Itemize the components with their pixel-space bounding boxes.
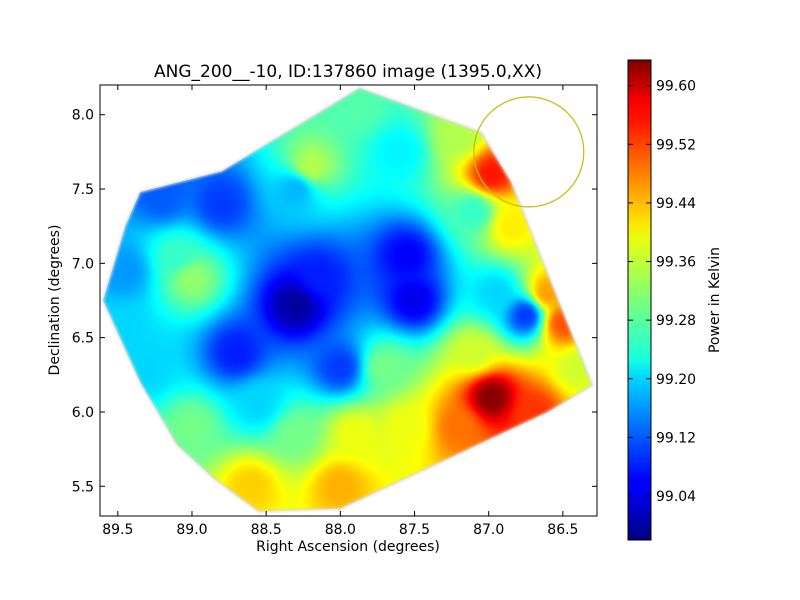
- y-axis: 5.5 6.0 6.5 7.0 7.5 8.0: [72, 108, 597, 495]
- chart-title: ANG_200__-10, ID:137860 image (1395.0,XX…: [154, 62, 542, 82]
- region-circle: [473, 96, 585, 208]
- colorbar-tick-label: 99.52: [656, 137, 696, 153]
- x-tick-label: 87.0: [473, 522, 504, 538]
- y-tick-label: 5.5: [72, 479, 94, 495]
- x-tick-label: 88.0: [325, 522, 356, 538]
- y-tick-label: 7.0: [72, 256, 94, 272]
- x-axis-label: Right Ascension (degrees): [256, 539, 440, 555]
- footprint-edge: [101, 86, 594, 513]
- x-axis: 89.5 89.0 88.5 88.0 87.5 87.0 86.5: [102, 85, 578, 538]
- colorbar-tick-label: 99.12: [656, 430, 696, 446]
- x-tick-label: 89.5: [102, 522, 133, 538]
- y-axis-label: Declination (degrees): [47, 225, 63, 376]
- x-tick-label: 89.0: [176, 522, 207, 538]
- x-tick-label: 87.5: [399, 522, 430, 538]
- colorbar-tick-label: 99.36: [656, 255, 696, 271]
- y-tick-label: 6.5: [72, 331, 94, 347]
- colorbar-frame: [627, 59, 652, 541]
- colorbar-tick-label: 99.60: [656, 79, 696, 95]
- plot-area: 89.5 89.0 88.5 88.0 87.5 87.0 86.5 5.5 6.0 6.5 7.…: [72, 84, 598, 538]
- y-tick-label: 8.0: [72, 108, 94, 124]
- y-tick-label: 7.5: [72, 182, 94, 198]
- x-tick-label: 86.5: [547, 522, 578, 538]
- y-tick-label: 6.0: [72, 405, 94, 421]
- colorbar-tick-label: 99.20: [656, 372, 696, 388]
- colorbar-tick-label: 99.44: [656, 196, 696, 212]
- colorbar: 99.04 99.12 99.20 99.28 99.36 99.44 99.52 99.60…: [627, 59, 723, 541]
- colorbar-gradient: [628, 60, 651, 540]
- colorbar-tick-label: 99.04: [656, 489, 696, 505]
- x-tick-label: 88.5: [251, 522, 282, 538]
- colorbar-tick-label: 99.28: [656, 313, 696, 329]
- plot-frame: [99, 84, 598, 517]
- colorbar-ticks: 99.04 99.12 99.20 99.28 99.36 99.44 99.52 99.60: [628, 79, 696, 505]
- colorbar-label: Power in Kelvin: [707, 247, 723, 353]
